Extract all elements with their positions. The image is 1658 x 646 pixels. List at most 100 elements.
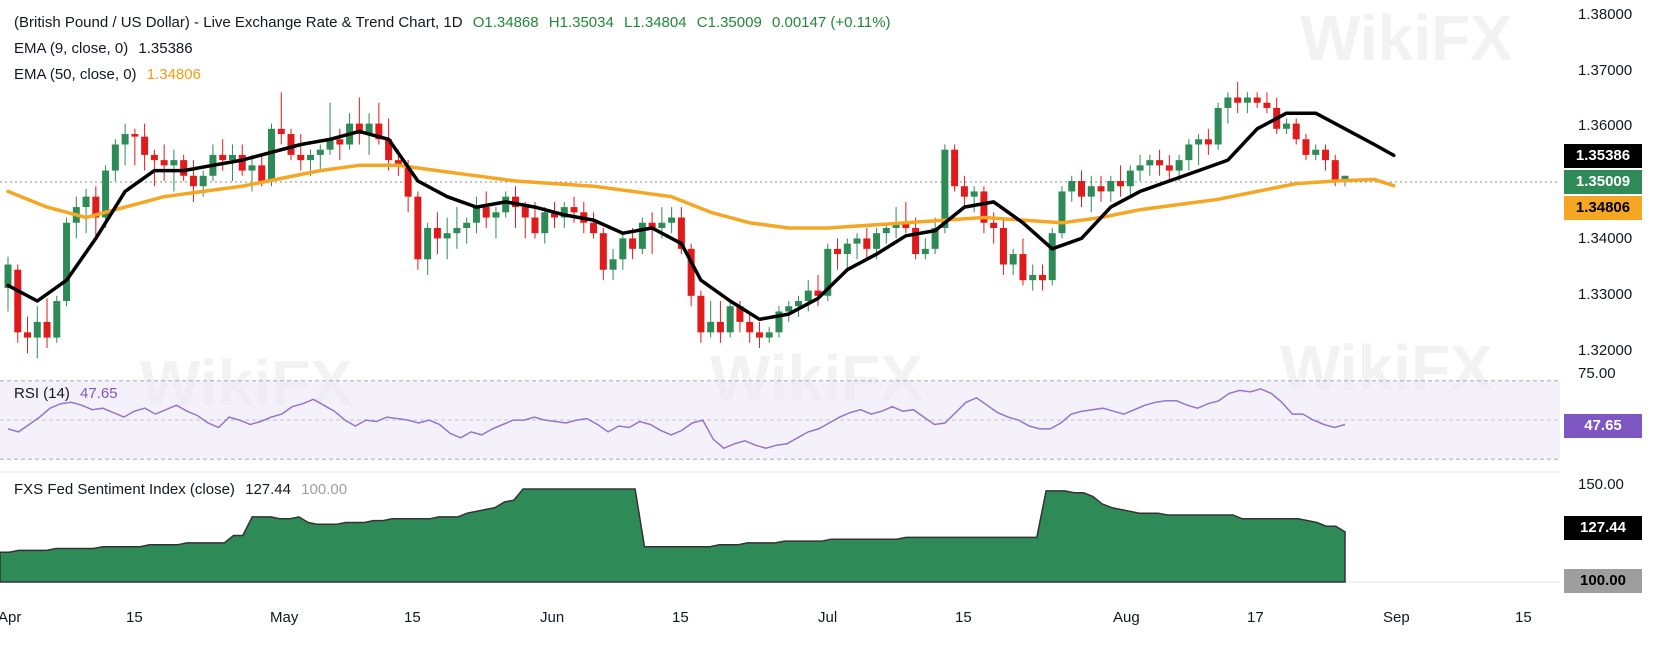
main-legend: (British Pound / US Dollar) - Live Excha… [14,14,897,31]
candle-body [687,248,695,296]
candle-body [814,290,822,296]
candle-body [726,306,734,333]
candle-body [1214,107,1222,145]
candle-body [1204,139,1212,145]
candle-body [267,128,275,181]
candle-body [746,321,754,333]
candle-body [492,212,500,218]
candle-body [4,264,12,288]
rsi-tick: 75.00 [1578,365,1616,382]
ema50-path [6,163,1396,230]
candle-body [287,134,295,155]
candle-body [92,196,100,218]
candle-body [1341,175,1349,181]
candle-body [43,321,51,338]
candle-body [980,191,988,223]
price-axis: 1.38000 1.37000 1.36000 1.34000 1.33000 … [1578,6,1632,493]
candle-body [999,227,1007,265]
candle-body [902,222,910,228]
candle-body [736,306,744,322]
time-tick: Jul [818,609,837,626]
candle-body [180,160,188,176]
ema9-path [6,111,1396,322]
candle-body [1126,170,1134,187]
time-tick: 15 [955,609,972,626]
candle-body [1302,139,1310,155]
ema50-value: 1.34806 [146,66,201,83]
candle-body [941,149,949,228]
candles [4,81,1349,359]
candle-body [1253,97,1261,103]
time-tick: Jun [540,609,564,626]
candle-body [531,217,539,234]
candle-body [834,248,842,255]
candle-body [794,301,802,307]
candle-body [482,207,490,218]
candle-body [804,290,812,302]
price-tick: 1.36000 [1578,117,1632,134]
candle-body [1038,274,1046,281]
candle-body [892,222,900,228]
fxs-value: 127.44 [245,481,291,498]
time-tick: 15 [672,609,689,626]
candle-body [365,123,373,135]
price-tick: 1.34000 [1578,230,1632,247]
candle-body [24,332,32,338]
ema9-value: 1.35386 [138,40,193,57]
candle-body [951,149,959,187]
candle-body [590,222,598,234]
candle-body [404,165,412,197]
candle-body [385,139,393,161]
candle-body [326,139,334,150]
rsi-legend: RSI (14) 47.65 [14,385,124,402]
candle-body [1185,144,1193,161]
candle-body [248,165,256,171]
candle-body [863,238,871,249]
time-tick: May [270,609,299,626]
candle-body [121,134,129,145]
candle-body [1107,181,1115,192]
candle-body [1087,186,1095,197]
candle-body [14,269,22,333]
fxs-label: FXS Fed Sentiment Index (close) [14,481,235,498]
candle-body [1312,149,1320,155]
low-value: L1.34804 [624,14,687,31]
candle-body [1195,139,1203,145]
candle-body [629,238,637,249]
candle-body [1224,97,1232,108]
candle-body [199,175,207,187]
candle-body [463,222,471,228]
time-tick: 17 [1247,609,1264,626]
rsi-badge: 47.65 [1564,414,1642,438]
candle-body [1019,254,1027,281]
candle-body [82,196,90,208]
candle-body [609,259,617,270]
candle-body [1146,160,1154,166]
chart-title: (British Pound / US Dollar) - Live Excha… [14,14,463,31]
candle-body [970,191,978,197]
candle-body [873,233,881,249]
candle-body [1117,181,1125,187]
candle-body [1009,254,1017,265]
time-tick: 15 [126,609,143,626]
ema9-legend: EMA (9, close, 0) 1.35386 [14,40,199,57]
candle-body [1234,97,1242,103]
candle-body [1068,181,1076,192]
candle-body [502,196,510,213]
fxs-area-path [0,488,1346,583]
fxs-area [0,488,1346,583]
candle-body [648,222,656,228]
candle-body [931,227,939,249]
watermarks: WikiFX WikiFX WikiFX WikiFX [140,2,1513,419]
candle-body [843,243,851,255]
candle-body [960,186,968,197]
rsi-line [7,388,1346,450]
open-value: O1.34868 [472,14,539,31]
candle-body [150,154,158,161]
candle-body [238,154,246,171]
candle-body [1029,274,1037,281]
candle-body [336,139,344,145]
candle-body [990,222,998,228]
high-value: H1.35034 [548,14,614,31]
close-value: C1.35009 [696,14,762,31]
